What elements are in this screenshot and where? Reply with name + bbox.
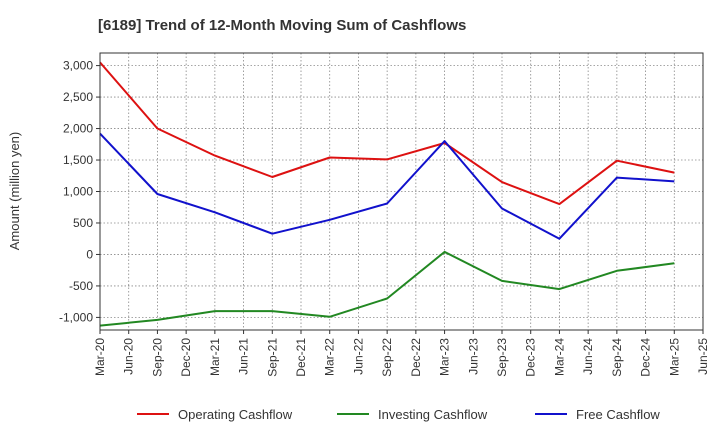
grid-lines [99,53,704,330]
x-tick-label: Jun-24 [581,338,595,375]
series-lines [99,61,675,327]
x-tick-label: Mar-21 [208,338,222,376]
x-tick-label: Dec-24 [639,338,653,377]
y-tick-label: 0 [86,247,93,261]
x-tick-label: Mar-25 [667,338,681,376]
y-tick-label: 3,000 [63,59,93,73]
x-tick-label: Jun-22 [351,338,365,375]
x-tick-label: Sep-22 [380,338,394,377]
y-tick-label: -500 [69,279,93,293]
y-tick-label: 2,000 [63,122,93,136]
x-tick-label: Dec-22 [409,338,423,377]
x-tick-label: Sep-21 [265,338,279,377]
y-tick-label: 500 [73,216,93,230]
x-tick-label: Dec-20 [179,338,193,377]
series-line-operating-cashflow [99,61,675,206]
x-tick-label: Jun-20 [122,338,136,375]
x-tick-label: Mar-23 [438,338,452,376]
x-tick-label: Jun-23 [466,338,480,375]
x-tick-label: Mar-20 [93,338,107,376]
x-tick-label: Mar-24 [552,338,566,376]
legend: Operating Cashflow Investing Cashflow Free… [137,407,660,422]
y-axis-ticks: 3,000 2,500 2,000 1,500 1,000 500 0 -500 -1,000 [59,59,100,324]
x-tick-label: Mar-22 [323,338,337,376]
chart-title: [6189] Trend of 12-Month Moving Sum of C… [98,17,466,34]
legend-label: Operating Cashflow [178,407,293,422]
y-tick-label: 1,000 [63,185,93,199]
plot-frame [99,52,704,331]
x-tick-label: Sep-23 [495,338,509,377]
legend-label: Investing Cashflow [378,407,488,422]
y-tick-label: 1,500 [63,153,93,167]
y-axis-label: Amount (million yen) [7,132,22,251]
x-tick-label: Jun-21 [237,338,251,375]
x-tick-label: Jun-25 [696,338,710,375]
y-tick-label: 2,500 [63,90,93,104]
y-tick-label: -1,000 [59,310,93,324]
series-line-investing-cashflow [99,250,675,327]
x-tick-label: Dec-21 [294,338,308,377]
x-axis-ticks: Mar-20 Jun-20 Sep-20 Dec-20 Mar-21 Jun-21 Sep-… [93,330,710,377]
x-tick-label: Sep-24 [610,338,624,377]
series-line-free-cashflow [99,132,675,240]
x-tick-label: Dec-23 [524,338,538,377]
legend-label: Free Cashflow [576,407,660,422]
x-tick-label: Sep-20 [150,338,164,377]
